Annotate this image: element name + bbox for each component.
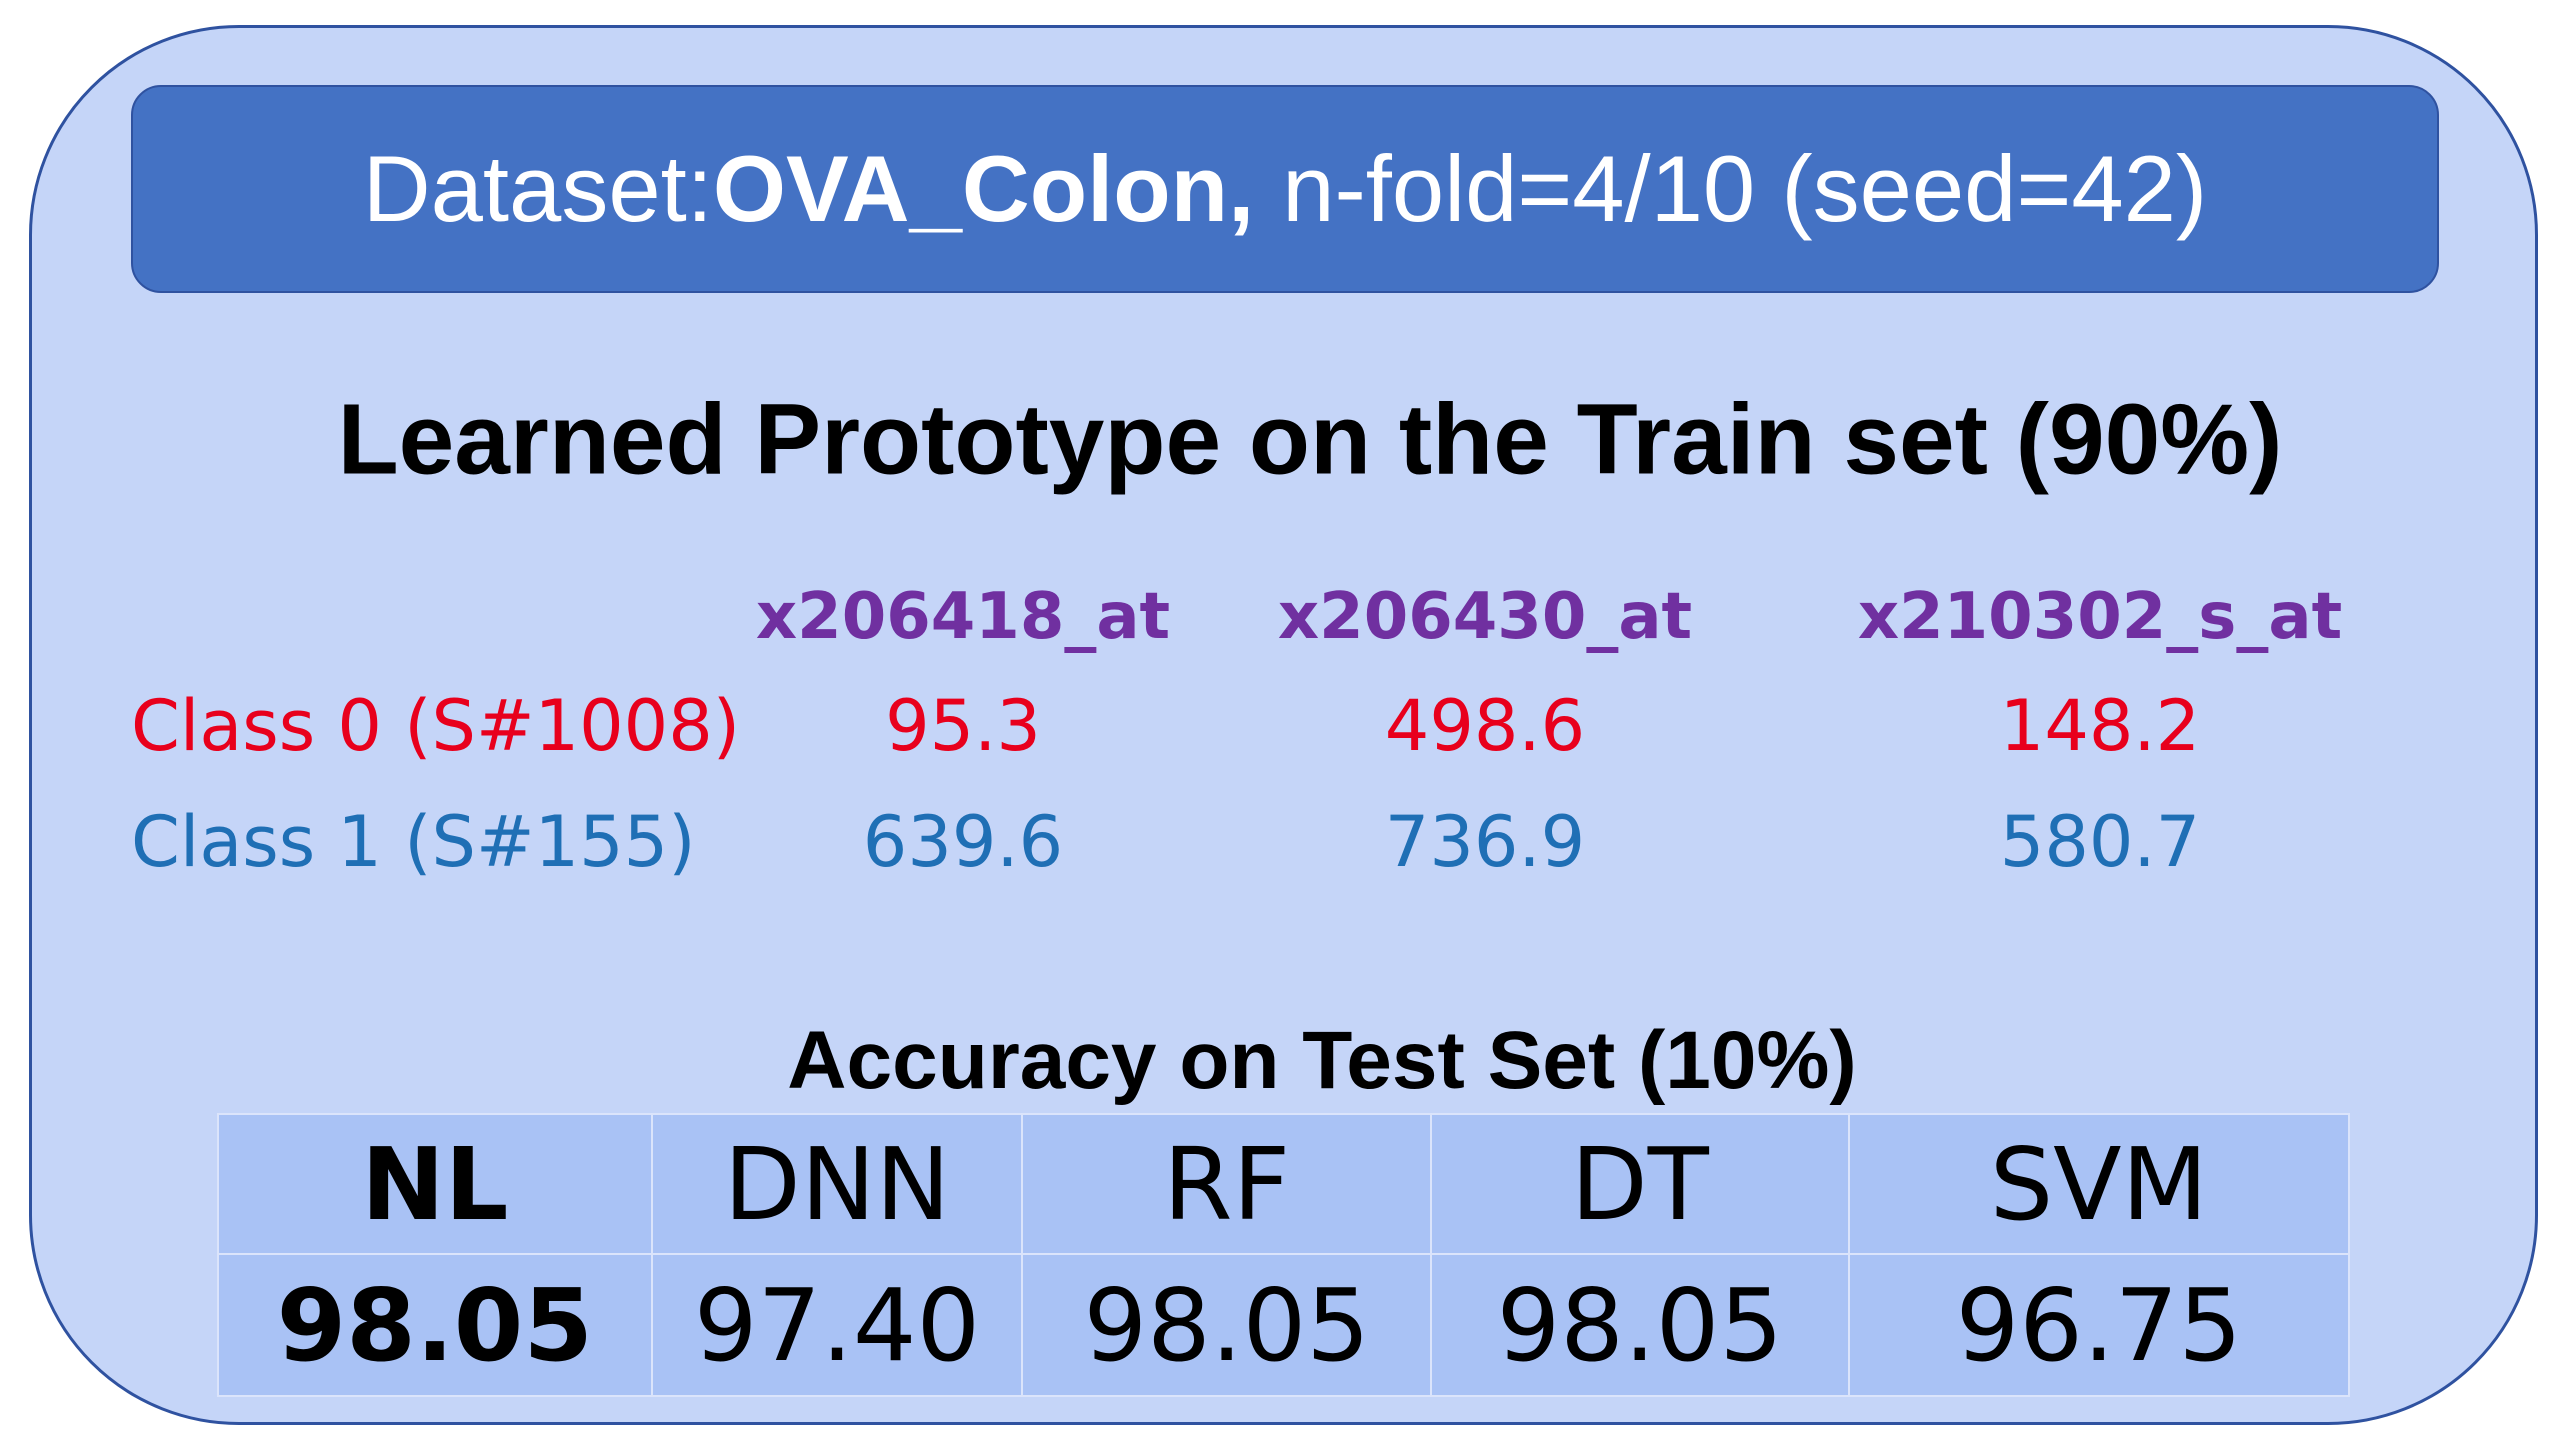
header-bar: Dataset: OVA_Colon, n-fold=4/10 (seed=42) (131, 85, 2439, 293)
prototype-value: 580.7 (1999, 801, 2201, 883)
model-name: SVM (1847, 1113, 2351, 1255)
prototype-value: 148.2 (1999, 685, 2201, 767)
header-row: NL DNN RF DT SVM (217, 1113, 2351, 1255)
accuracy-value: 98.05 (1021, 1253, 1432, 1397)
prototype-value: 736.9 (1384, 801, 1586, 883)
header-dataset: OVA_Colon, (712, 136, 1255, 241)
row-label: Class 0 (S#1008) (131, 685, 741, 767)
column-header: x206430_at (1277, 580, 1693, 654)
row-label: Class 1 (S#155) (131, 801, 696, 883)
column-header: x206418_at (755, 580, 1171, 654)
accuracy-value: 96.75 (1847, 1253, 2351, 1397)
prototype-value: 498.6 (1384, 685, 1586, 767)
value-row: 98.05 97.40 98.05 98.05 96.75 (217, 1253, 2351, 1397)
header-prefix: Dataset: (362, 136, 713, 241)
model-name: DNN (650, 1113, 1024, 1255)
accuracy-value: 97.40 (650, 1253, 1024, 1397)
accuracy-value: 98.05 (217, 1253, 653, 1397)
accuracy-table: NL DNN RF DT SVM 98.05 97.40 98.05 98.05 96.75 (217, 1113, 2351, 1397)
model-name: DT (1430, 1113, 1850, 1255)
prototype-value: 639.6 (862, 801, 1064, 883)
prototype-title: Learned Prototype on the Train set (90%) (337, 383, 2283, 496)
accuracy-title: Accuracy on Test Set (10%) (787, 1015, 1857, 1106)
header-detail: n-fold=4/10 (seed=42) (1282, 136, 2208, 241)
model-name: NL (217, 1113, 653, 1255)
model-name: RF (1021, 1113, 1432, 1255)
prototype-value: 95.3 (885, 685, 1041, 767)
accuracy-value: 98.05 (1430, 1253, 1850, 1397)
column-header: x210302_s_at (1857, 580, 2343, 654)
